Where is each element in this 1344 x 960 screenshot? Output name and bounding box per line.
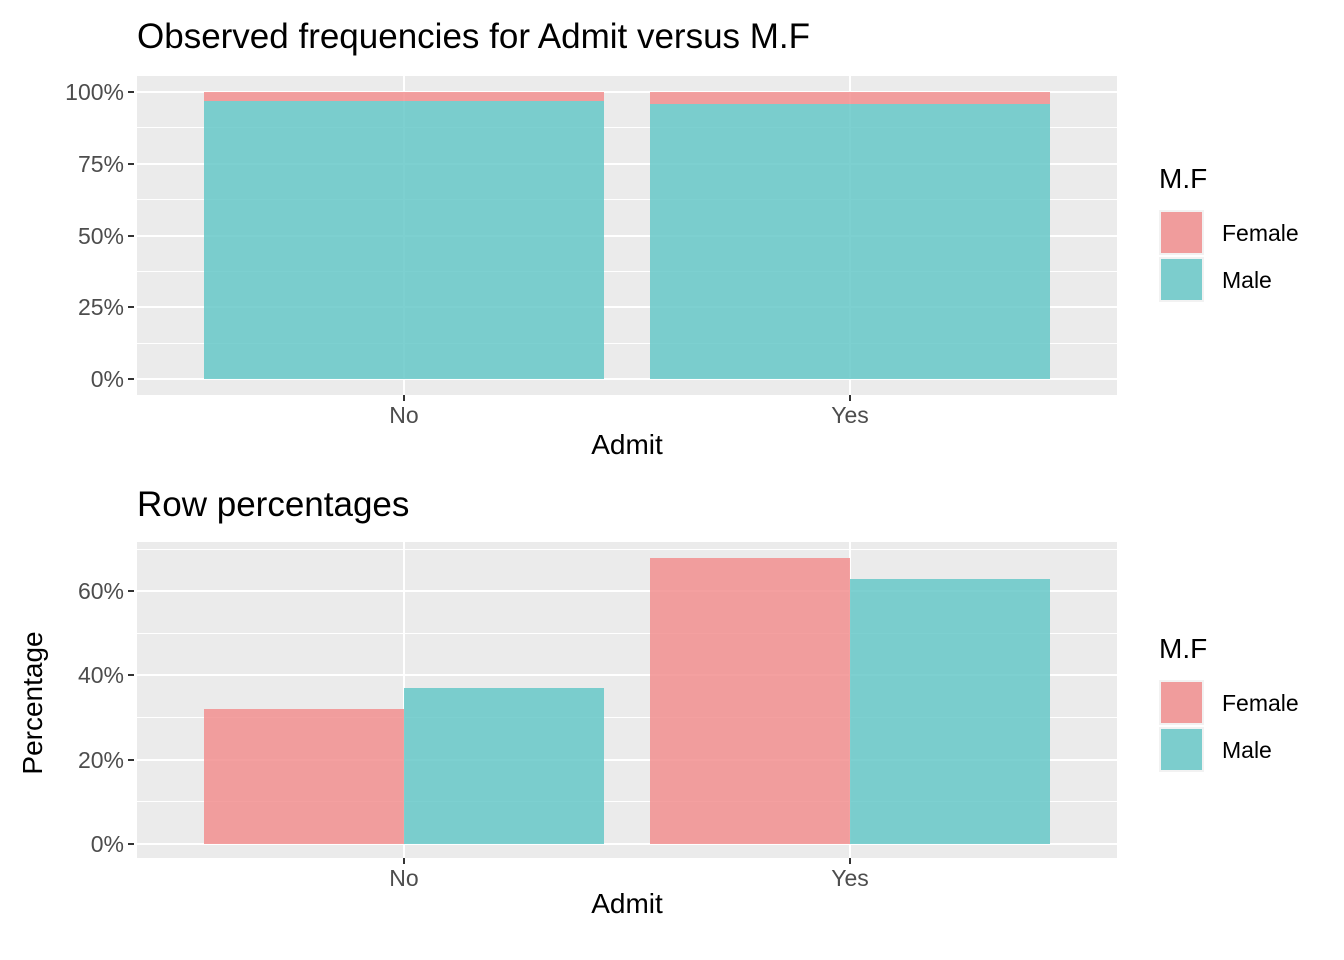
legend-key bbox=[1159, 257, 1204, 302]
bar-male-no bbox=[404, 688, 604, 844]
bar-female-no bbox=[204, 91, 604, 102]
bar-male-no bbox=[204, 101, 604, 380]
y-tick-mark bbox=[128, 590, 134, 593]
y-minor-gridline bbox=[137, 548, 1117, 550]
y-major-gridline bbox=[137, 842, 1117, 845]
y-tick-label: 75% bbox=[77, 150, 124, 177]
y-major-gridline bbox=[137, 590, 1117, 593]
x-tick-label-no: No bbox=[389, 402, 419, 428]
y-axis-title: Percentage bbox=[17, 631, 48, 775]
legend-label: Female bbox=[1222, 689, 1299, 716]
y-minor-gridline bbox=[137, 801, 1117, 803]
y-minor-gridline bbox=[137, 716, 1117, 718]
y-major-gridline bbox=[137, 306, 1117, 309]
legend-items: Female Male bbox=[1159, 210, 1299, 302]
y-major-gridline bbox=[137, 674, 1117, 677]
legend-title: M.F bbox=[1159, 633, 1208, 664]
plot-panel bbox=[137, 76, 1117, 395]
x-tick-mark bbox=[403, 858, 405, 864]
legend-key bbox=[1159, 210, 1204, 255]
row-percentages-chart: Row percentages Percentage Admit M.F Fem… bbox=[0, 470, 1344, 960]
legend-item-female: Female bbox=[1159, 680, 1299, 725]
bar-male-yes bbox=[850, 578, 1050, 844]
y-tick-label: 60% bbox=[77, 578, 124, 605]
legend-items: Female Male bbox=[1159, 680, 1299, 772]
y-tick-label: 20% bbox=[77, 746, 124, 773]
y-tick-mark bbox=[128, 90, 134, 93]
y-minor-gridline bbox=[137, 270, 1117, 272]
y-tick-mark bbox=[128, 842, 134, 845]
legend-label: Male bbox=[1222, 266, 1272, 293]
legend-key bbox=[1159, 727, 1204, 772]
y-major-gridline bbox=[137, 162, 1117, 165]
y-tick-mark bbox=[128, 758, 134, 761]
chart-title: Row percentages bbox=[137, 485, 410, 524]
bar-female-yes bbox=[650, 91, 1050, 104]
legend-label: Female bbox=[1222, 219, 1299, 246]
y-tick-label: 100% bbox=[65, 78, 124, 105]
y-major-gridline bbox=[137, 378, 1117, 381]
x-tick-mark bbox=[849, 858, 851, 864]
y-minor-gridline bbox=[137, 342, 1117, 344]
y-tick-mark bbox=[128, 674, 134, 677]
y-tick-label: 50% bbox=[77, 222, 124, 249]
y-tick-label: 40% bbox=[77, 662, 124, 689]
x-tick-label-yes: Yes bbox=[831, 865, 869, 891]
x-tick-mark bbox=[403, 395, 405, 401]
y-tick-label: 0% bbox=[90, 830, 124, 857]
bar-male-yes bbox=[650, 103, 1050, 380]
legend-swatch-female bbox=[1161, 212, 1202, 253]
x-tick-label-no: No bbox=[389, 865, 419, 891]
legend-swatch-female bbox=[1161, 682, 1202, 723]
legend-swatch-male bbox=[1161, 259, 1202, 300]
y-major-gridline bbox=[137, 234, 1117, 237]
legend-label: Male bbox=[1222, 736, 1272, 763]
legend-swatch-male bbox=[1161, 729, 1202, 770]
plot-panel bbox=[137, 542, 1117, 858]
y-major-gridline bbox=[137, 758, 1117, 761]
y-tick-label: 0% bbox=[90, 366, 124, 393]
observed-frequencies-chart: Observed frequencies for Admit versus M.… bbox=[0, 0, 1344, 470]
legend-item-female: Female bbox=[1159, 210, 1299, 255]
legend: M.F Female Male bbox=[1159, 163, 1299, 304]
legend-item-male: Male bbox=[1159, 257, 1299, 302]
y-tick-mark bbox=[128, 162, 134, 165]
bar-female-no bbox=[204, 709, 404, 844]
y-tick-mark bbox=[128, 306, 134, 309]
y-minor-gridline bbox=[137, 632, 1117, 634]
legend-item-male: Male bbox=[1159, 727, 1299, 772]
legend-key bbox=[1159, 680, 1204, 725]
x-axis-title: Admit bbox=[591, 888, 663, 919]
x-tick-mark bbox=[849, 395, 851, 401]
y-minor-gridline bbox=[137, 127, 1117, 129]
bar-female-yes bbox=[650, 557, 850, 844]
y-major-gridline bbox=[137, 90, 1117, 93]
legend-title: M.F bbox=[1159, 163, 1208, 194]
y-tick-mark bbox=[128, 378, 134, 381]
x-tick-label-yes: Yes bbox=[831, 402, 869, 428]
y-tick-label: 25% bbox=[77, 294, 124, 321]
legend: M.F Female Male bbox=[1159, 633, 1299, 774]
y-tick-mark bbox=[128, 234, 134, 237]
x-axis-title: Admit bbox=[591, 429, 663, 460]
chart-title: Observed frequencies for Admit versus M.… bbox=[137, 17, 811, 56]
y-minor-gridline bbox=[137, 199, 1117, 200]
